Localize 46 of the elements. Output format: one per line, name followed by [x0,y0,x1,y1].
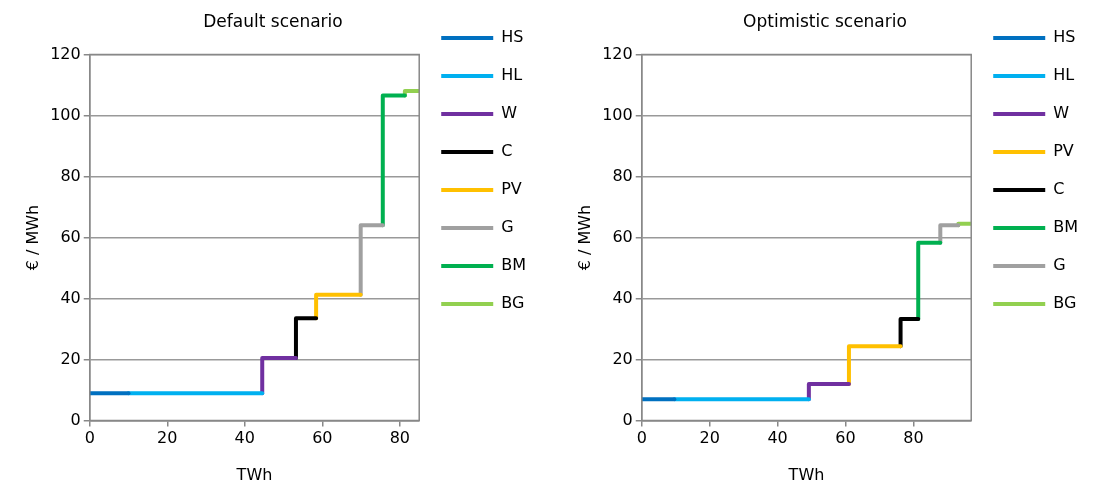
x-tick-label: 80 [389,428,411,448]
y-tick-label: 60 [60,226,81,246]
legend-label: HL [1053,65,1075,85]
legend-label: BM [501,255,526,275]
y-tick-label: 120 [602,43,633,63]
x-axis-title: TWh [235,464,273,484]
y-tick-label: 100 [50,104,81,124]
legend-label: W [1053,103,1070,123]
legend-label: C [1053,179,1065,199]
y-tick-label: 80 [612,165,633,185]
y-tick-label: 120 [50,43,81,63]
chart-title: Optimistic scenario [743,10,907,31]
y-tick-label: 20 [612,348,633,368]
x-tick-label: 20 [157,428,178,448]
x-tick-label: 60 [835,428,856,448]
legend-label: BG [1053,293,1077,313]
y-tick-label: 40 [60,287,81,307]
x-tick-label: 40 [767,428,788,448]
x-tick-label: 60 [312,428,333,448]
x-tick-label: 40 [234,428,255,448]
legend-label: PV [1053,141,1074,161]
x-tick-label: 0 [636,428,647,448]
y-tick-label: 0 [622,409,633,429]
y-tick-label: 80 [60,165,81,185]
chart-title: Default scenario [203,10,343,31]
y-tick-label: 0 [70,409,81,429]
x-tick-label: 0 [84,428,95,448]
y-tick-label: 40 [612,287,633,307]
y-tick-label: 100 [602,104,633,124]
y-axis-title: € / MWh [22,204,42,271]
legend-label: C [501,141,513,161]
x-tick-label: 80 [903,428,924,448]
legend-label: HL [501,65,523,85]
legend-label: W [501,103,518,123]
legend-label: G [1053,255,1066,275]
x-axis-title: TWh [787,464,825,484]
legend-label: BM [1053,217,1078,237]
legend-label: G [501,217,514,237]
legend-label: BG [501,293,525,313]
y-axis-title: € / MWh [574,204,594,271]
x-tick-label: 20 [699,428,720,448]
y-tick-label: 60 [612,226,633,246]
legend-label: HS [1053,27,1076,47]
legend-label: PV [501,179,522,199]
y-tick-label: 20 [60,348,81,368]
legend-label: HS [501,27,524,47]
